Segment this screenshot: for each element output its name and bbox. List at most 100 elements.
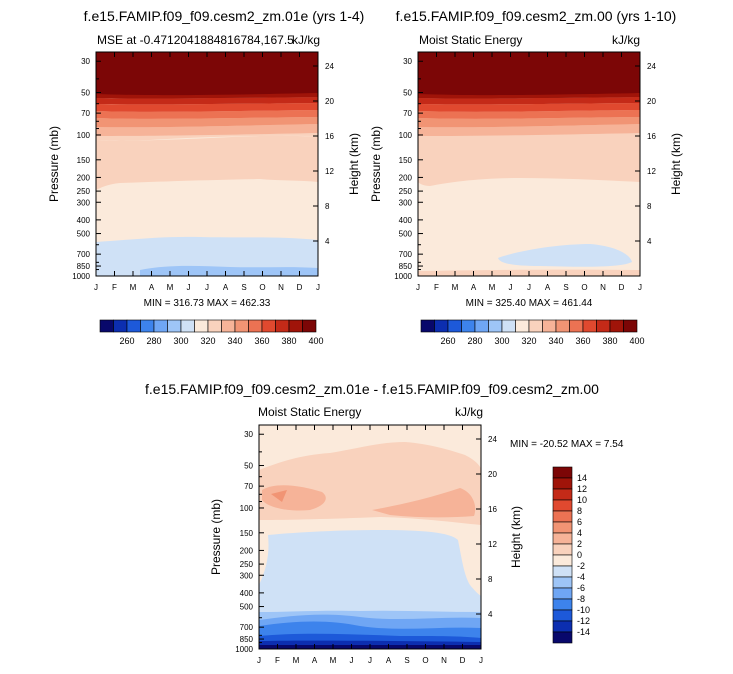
colorbar-label: 6 [577, 517, 582, 527]
colorbar-swatch [180, 319, 195, 333]
month-tick-label: M [489, 283, 496, 292]
height-tick-label: 4 [488, 610, 493, 619]
colorbar-swatch [113, 319, 128, 333]
colorbar-swatch [623, 319, 638, 333]
colorbar-swatch [582, 319, 597, 333]
month-tick-label: A [149, 283, 155, 292]
pressure-tick-label: 500 [77, 230, 91, 239]
month-tick-label: M [293, 656, 300, 665]
panel-a-title: f.e15.FAMIP.f09_f09.cesm2_zm.01e (yrs 1-… [84, 8, 365, 24]
pressure-tick-label: 150 [77, 156, 91, 165]
pressure-tick-label: 50 [81, 89, 90, 98]
colorbar-label: 260 [440, 336, 455, 346]
panel-a-ylabel: Pressure (mb) [47, 126, 61, 202]
month-tick-label: J [368, 656, 372, 665]
colorbar-label: 300 [173, 336, 188, 346]
pressure-tick-label: 850 [240, 635, 254, 644]
panel-a: f.e15.FAMIP.f09_f09.cesm2_zm.01e (yrs 1-… [47, 8, 364, 309]
month-tick-label: N [441, 656, 447, 665]
pressure-tick-label: 30 [81, 57, 90, 66]
colorbar-label: 260 [119, 336, 134, 346]
pressure-tick-label: 150 [399, 156, 413, 165]
colorbar-swatch [474, 319, 489, 333]
colorbar-swatch [488, 319, 503, 333]
panel-a-stats: MIN = 316.73 MAX = 462.33 [144, 298, 271, 309]
month-tick-label: O [581, 283, 587, 292]
colorbar-swatch [501, 319, 516, 333]
panel-a-subtitle-right: kJ/kg [292, 33, 320, 47]
colorbar-label: 360 [575, 336, 590, 346]
colorbar-swatch [552, 466, 573, 479]
colorbar-swatch [552, 587, 573, 600]
pressure-tick-label: 1000 [235, 645, 253, 654]
height-tick-label: 20 [488, 470, 497, 479]
colorbar-label: 320 [521, 336, 536, 346]
colorbar-label: -10 [577, 605, 590, 615]
month-tick-label: J [94, 283, 98, 292]
colorbar-label: -4 [577, 572, 585, 582]
month-tick-label: A [312, 656, 318, 665]
month-tick-label: A [386, 656, 392, 665]
colorbar-swatch [288, 319, 303, 333]
colorbar-swatch [207, 319, 222, 333]
height-tick-label: 12 [325, 167, 334, 176]
colorbar-label: 320 [200, 336, 215, 346]
colorbar-label: -12 [577, 616, 590, 626]
colorbar-label: 280 [467, 336, 482, 346]
panel-c-subtitle-left: Moist Static Energy [258, 405, 361, 419]
colorbar-swatch [275, 319, 290, 333]
month-tick-label: F [275, 656, 280, 665]
pressure-tick-label: 250 [240, 560, 254, 569]
colorbar-left: 260 280 300 320 340 360 380 400 [99, 319, 324, 346]
pressure-tick-label: 300 [77, 198, 91, 207]
panel-b-ylabel-right: Height (km) [669, 133, 683, 195]
colorbar-swatch [552, 576, 573, 589]
height-tick-label: 24 [325, 62, 334, 71]
colorbar-right: 260 280 300 320 340 360 380 400 [420, 319, 645, 346]
pressure-tick-label: 500 [240, 603, 254, 612]
pressure-tick-label: 300 [240, 571, 254, 580]
colorbar-label: 4 [577, 528, 582, 538]
colorbar-label: 300 [494, 336, 509, 346]
pressure-tick-label: 700 [77, 250, 91, 259]
pressure-tick-label: 70 [403, 109, 412, 118]
colorbar-swatch [99, 319, 114, 333]
colorbar-swatch [194, 319, 209, 333]
month-tick-label: N [278, 283, 284, 292]
pressure-tick-label: 50 [244, 462, 253, 471]
pressure-tick-label: 200 [77, 173, 91, 182]
height-tick-label: 16 [488, 505, 497, 514]
colorbar-swatch [552, 477, 573, 490]
colorbar-swatch [542, 319, 557, 333]
pressure-tick-label: 70 [81, 109, 90, 118]
pressure-tick-label: 500 [399, 230, 413, 239]
pressure-tick-label: 400 [240, 589, 254, 598]
panel-a-subtitle-left: MSE at -0.4712041884816784,167.5 [97, 33, 294, 47]
colorbar-swatch [261, 319, 276, 333]
pressure-tick-label: 250 [77, 187, 91, 196]
month-tick-label: D [619, 283, 625, 292]
colorbar-swatch [596, 319, 611, 333]
height-tick-label: 16 [325, 132, 334, 141]
colorbar-label: 400 [308, 336, 323, 346]
colorbar-label: 340 [227, 336, 242, 346]
panel-b-subtitle-left: Moist Static Energy [419, 33, 522, 47]
panel-b-ylabel: Pressure (mb) [369, 126, 383, 202]
height-tick-label: 8 [488, 575, 493, 584]
colorbar-swatch [552, 631, 573, 644]
panel-c: f.e15.FAMIP.f09_f09.cesm2_zm.01e - f.e15… [145, 381, 624, 665]
month-tick-label: A [223, 283, 229, 292]
colorbar-swatch [552, 499, 573, 512]
colorbar-swatch [234, 319, 249, 333]
month-tick-label: F [434, 283, 439, 292]
month-tick-label: S [563, 283, 568, 292]
colorbar-swatch [302, 319, 317, 333]
colorbar-label: 2 [577, 539, 582, 549]
panel-b-contours [418, 52, 640, 276]
month-tick-label: J [205, 283, 209, 292]
colorbar-swatch [167, 319, 182, 333]
month-tick-label: D [297, 283, 303, 292]
pressure-tick-label: 1000 [72, 272, 90, 281]
